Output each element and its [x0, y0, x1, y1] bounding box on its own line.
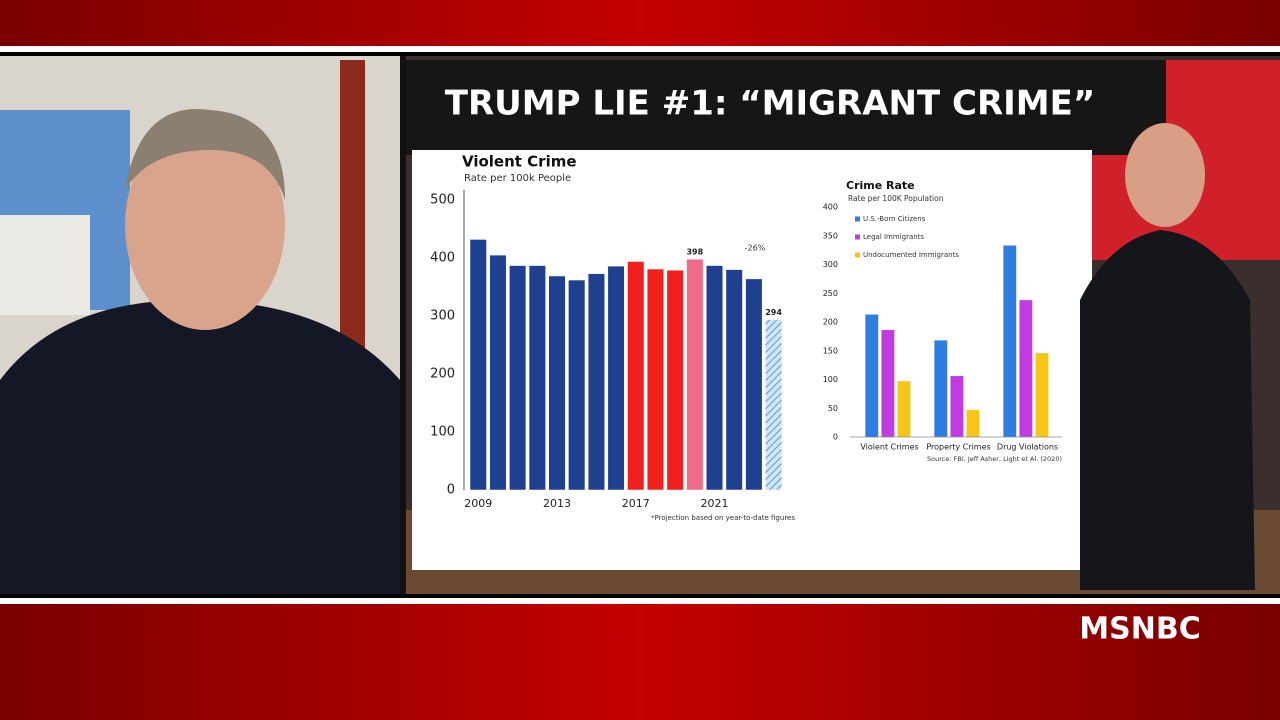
- bar: [865, 314, 879, 437]
- top-banner: [0, 0, 1280, 46]
- x-tick-label: 2021: [701, 497, 729, 510]
- analyst-suit: [1080, 230, 1255, 590]
- y-tick-label: 500: [430, 193, 455, 208]
- bar: [897, 381, 911, 437]
- bar: [881, 330, 895, 437]
- white-house: [0, 215, 90, 315]
- y-tick-label: 50: [828, 404, 838, 413]
- y-tick-label: 0: [447, 483, 455, 498]
- y-tick-label: 200: [430, 367, 455, 382]
- x-tick-label: 2009: [464, 497, 492, 510]
- bar: [765, 319, 783, 491]
- bar: [568, 279, 586, 491]
- banner-edge: [0, 598, 1280, 604]
- analyst-face: [1125, 123, 1205, 227]
- bar: [489, 254, 507, 491]
- legend-swatch: [855, 234, 860, 240]
- divider: [400, 56, 406, 594]
- bar: [528, 265, 546, 491]
- bar: [745, 278, 763, 491]
- bar: [509, 265, 527, 491]
- bar: [725, 269, 743, 491]
- value-label: 398: [686, 248, 703, 257]
- source: Source: FBI, Jeff Asher, Light et Al. (2…: [927, 455, 1062, 463]
- bar: [686, 258, 704, 491]
- legend-swatch: [855, 216, 860, 222]
- y-tick-label: 100: [430, 425, 455, 440]
- chart-subtitle: Rate per 100K Population: [848, 194, 944, 203]
- bar: [950, 376, 964, 437]
- legend-swatch: [855, 252, 860, 258]
- bar: [607, 265, 625, 491]
- bar: [469, 239, 487, 491]
- host-hair: [125, 109, 285, 200]
- x-tick-label: 2013: [543, 497, 571, 510]
- x-tick-label: 2017: [622, 497, 650, 510]
- bar: [1019, 300, 1033, 437]
- annotation: -26%: [745, 244, 766, 253]
- y-tick-label: 250: [823, 289, 838, 298]
- bottom-banner: [0, 604, 1280, 720]
- bar: [934, 340, 948, 437]
- y-tick-label: 400: [823, 203, 838, 212]
- footnote: *Projection based on year-to-date figure…: [651, 514, 795, 522]
- pillar: [340, 60, 365, 360]
- value-label: 294: [765, 308, 782, 317]
- board-header: [406, 60, 1166, 155]
- bar: [646, 268, 664, 491]
- host-sweater: [0, 300, 400, 594]
- legend-label: U.S.-Born Citizens: [863, 215, 926, 223]
- chart-subtitle: Rate per 100k People: [464, 173, 571, 184]
- y-tick-label: 300: [823, 260, 838, 269]
- bar: [627, 261, 645, 491]
- y-tick-label: 350: [823, 231, 838, 240]
- legend-label: Legal Immigrants: [863, 233, 924, 241]
- chart-title: Crime Rate: [846, 179, 915, 192]
- bar: [1035, 353, 1049, 437]
- y-tick-label: 150: [823, 346, 838, 355]
- y-tick-label: 300: [430, 309, 455, 324]
- x-tick-label: Violent Crimes: [860, 443, 918, 452]
- banner-edge: [0, 46, 1280, 52]
- bar: [666, 269, 684, 491]
- y-tick-label: 100: [823, 375, 838, 384]
- y-tick-label: 400: [430, 251, 455, 266]
- chart-title: Violent Crime: [462, 153, 577, 171]
- network-logo: MSNBC: [1079, 612, 1200, 647]
- bar: [548, 275, 566, 491]
- y-tick-label: 200: [823, 318, 838, 327]
- bar: [966, 409, 980, 437]
- bar: [1003, 245, 1017, 437]
- y-tick-label: 0: [833, 433, 838, 442]
- legend-label: Undocumented Immigrants: [863, 251, 959, 259]
- board-title: TRUMP LIE #1: “MIGRANT CRIME”: [445, 84, 1095, 124]
- bar: [587, 273, 605, 491]
- host-face: [125, 120, 285, 330]
- charts: Violent Crime Rate per 100k People 0 100 200…: [430, 153, 1062, 522]
- x-tick-label: Drug Violations: [997, 443, 1058, 452]
- x-tick-label: Property Crimes: [926, 443, 990, 452]
- bar: [706, 265, 724, 491]
